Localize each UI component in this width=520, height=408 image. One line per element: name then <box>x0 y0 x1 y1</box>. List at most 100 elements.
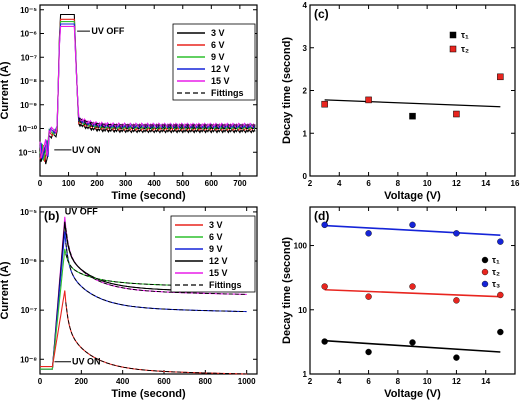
panel-c-x-tick-label: 6 <box>366 179 371 188</box>
panel-a-y-axis-title: Current (A) <box>0 61 11 119</box>
panel-c-data-point <box>497 73 504 81</box>
panel-c-y-tick-label: 3 <box>303 44 308 53</box>
panel-c-legend-marker <box>449 45 457 53</box>
panel-d-y-tick-label: 10 <box>298 306 307 315</box>
panel-c-x-tick-label: 8 <box>396 179 401 188</box>
panel-b-y-tick-label: 10⁻⁸ <box>20 355 37 364</box>
panel-b-x-tick-label: 1000 <box>238 377 256 386</box>
panel-d-x-tick-label: 8 <box>396 377 401 386</box>
panel-d-data-point <box>365 230 372 237</box>
panel-d-x-tick-label: 10 <box>423 377 432 386</box>
panel-c-legend-marker <box>449 31 457 39</box>
panel-a-y-tick-label: 10⁻¹⁰ <box>18 125 38 134</box>
panel-a-legend-label: 15 V <box>211 76 230 86</box>
panel-d-data-point <box>409 339 416 346</box>
panel-d-data-point <box>321 338 328 345</box>
panel-c-legend-label: τ₂ <box>461 44 469 54</box>
panel-b-x-tick-label: 0 <box>38 377 43 386</box>
panel-a-uv-off-label: UV OFF <box>91 26 125 36</box>
panel-a-y-tick-label: 10⁻⁶ <box>20 30 37 39</box>
panel-c-fit-line <box>324 99 501 108</box>
panel-c-x-tick-label: 12 <box>452 179 461 188</box>
panel-d-data-point <box>497 328 504 336</box>
panel-b-plot-frame <box>39 206 258 375</box>
panel-c-x-axis-title: Voltage (V) <box>384 190 441 202</box>
panel-b-fitting-line <box>65 227 246 295</box>
panel-d-data-point <box>409 221 416 229</box>
panel-d: 2 4 6 8 10 12 14 1 10 100 Voltage (V) Decay time (s… <box>281 206 516 400</box>
panel-b-x-tick-label: 800 <box>199 377 213 386</box>
panel-a-y-tick-label: 10⁻⁹ <box>20 101 37 110</box>
panel-d-data-point <box>365 293 372 300</box>
panel-a-x-tick-label: 200 <box>90 179 104 188</box>
panel-a-y-tick-label: 10⁻¹¹ <box>19 148 38 157</box>
panel-d-y-tick-label: 100 <box>294 242 308 251</box>
panel-c-y-tick-label: 1 <box>303 129 308 138</box>
panel-d-fit-line <box>324 288 501 298</box>
panel-d-legend-marker <box>481 268 489 276</box>
panel-d-legend-label: τ₂ <box>492 267 500 277</box>
panel-c-x-tick-label: 4 <box>337 179 342 188</box>
panel-c-y-tick-label: 0 <box>303 172 308 181</box>
panel-d-plot-frame <box>309 206 516 375</box>
panel-c-data-point <box>321 100 328 108</box>
panel-b-legend-box <box>170 215 256 293</box>
panel-b-uv-on-label: UV ON <box>72 357 101 367</box>
panel-d-legend-marker <box>481 256 489 264</box>
panel-c-y-axis-title: Decay time (second) <box>281 37 293 144</box>
panel-b-y-tick-label: 10⁻⁵ <box>20 208 37 217</box>
panel-d-data-point <box>497 291 504 299</box>
panel-d-x-axis-title: Voltage (V) <box>384 388 441 400</box>
panel-a-x-tick-label: 600 <box>205 179 219 188</box>
panel-a-x-tick-label: 100 <box>62 179 76 188</box>
panel-d-data-point <box>453 297 460 304</box>
panel-b-x-axis-title: Time (second) <box>111 388 186 400</box>
panel-a-fitting-line <box>78 123 256 132</box>
panel-d-data-point <box>321 221 328 229</box>
panel-d-x-tick-label: 6 <box>366 377 371 386</box>
panel-b-legend-label: 9 V <box>209 244 223 254</box>
panel-c-data-point <box>409 112 416 120</box>
panel-c-data-point <box>365 96 372 104</box>
panel-b-uv-off-label: UV OFF <box>65 206 99 216</box>
panel-b-fitting-line <box>65 253 246 288</box>
panel-b-panel-label: (b) <box>44 209 59 223</box>
panel-b-y-axis-title: Current (A) <box>0 261 11 319</box>
panel-a-x-tick-label: 700 <box>233 179 247 188</box>
panel-a-y-tick-label: 10⁻⁵ <box>20 6 37 15</box>
panel-a-legend-label: 12 V <box>211 64 230 74</box>
panel-b-y-tick-label: 10⁻⁶ <box>20 257 37 266</box>
panel-d-data-point <box>365 348 372 356</box>
panel-d-y-tick-label: 1 <box>303 370 308 379</box>
panel-d-data-point <box>497 238 504 245</box>
panel-b-fitting-line <box>65 302 246 375</box>
panel-a-x-axis-title: Time (second) <box>111 190 186 202</box>
panel-d-legend-marker <box>481 280 489 288</box>
panel-d-data-point <box>321 283 328 290</box>
panel-d-legend-label: τ₃ <box>492 279 500 289</box>
panel-a-panel-label: (a) <box>44 7 59 21</box>
panel-b-x-tick-label: 600 <box>157 377 171 386</box>
panel-d-x-tick-label: 2 <box>308 377 313 386</box>
panel-c-panel-label: (c) <box>314 7 329 21</box>
panel-a-y-tick-label: 10⁻⁸ <box>20 77 37 86</box>
panel-b-legend-fit-label: Fittings <box>209 280 242 290</box>
panel-c-y-tick-label: 2 <box>303 87 308 96</box>
panel-d-legend-label: τ₁ <box>492 255 500 265</box>
panel-b-legend-label: 12 V <box>209 256 228 266</box>
panel-c-x-tick-label: 16 <box>511 179 520 188</box>
panel-d-data-point <box>453 354 460 361</box>
panel-a-plot-frame <box>39 4 258 177</box>
panel-a-legend-box <box>172 23 256 101</box>
panel-b-fitting-line <box>65 242 246 313</box>
panel-a-fitting-line <box>78 118 256 127</box>
panel-d-x-tick-label: 4 <box>337 377 342 386</box>
panel-a-fitting-line <box>78 117 256 126</box>
panel-d-x-tick-label: 14 <box>481 377 490 386</box>
panel-c-data-point <box>453 110 460 118</box>
panel-d-panel-label: (d) <box>314 209 329 223</box>
panel-a-fitting-line <box>78 119 256 128</box>
panel-a-legend-fit-label: Fittings <box>211 88 244 98</box>
